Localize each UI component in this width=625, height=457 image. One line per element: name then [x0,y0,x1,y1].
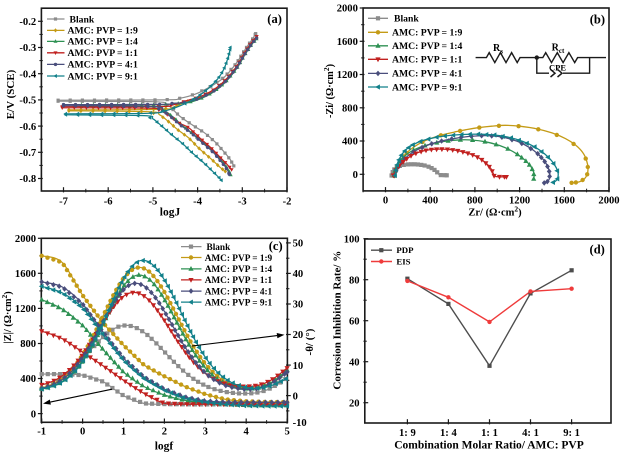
svg-text:Zr/ (Ω·cm2): Zr/ (Ω·cm2) [468,205,522,219]
svg-text:80: 80 [349,275,360,286]
svg-text:Blank: Blank [394,14,419,25]
svg-text:E/V (SCE): E/V (SCE) [5,69,17,119]
svg-text:50: 50 [293,239,304,250]
svg-text:0: 0 [353,170,358,181]
svg-text:AMC: PVP = 1:4: AMC: PVP = 1:4 [392,41,463,52]
svg-text:1: 9: 1: 9 [399,428,416,439]
svg-text:4: 1: 4: 1 [522,428,539,439]
svg-text:CPE: CPE [549,62,566,72]
svg-text:(d): (d) [590,242,605,256]
svg-text:(b): (b) [590,13,605,27]
svg-text:-0.2: -0.2 [19,17,36,28]
svg-text:AMC: PVP = 9:1: AMC: PVP = 9:1 [205,298,273,308]
svg-text:0: 0 [31,409,36,420]
svg-text:2000: 2000 [337,4,358,15]
svg-text:100: 100 [344,234,360,245]
svg-text:AMC: PVP = 1:9: AMC: PVP = 1:9 [205,254,273,264]
svg-text:logf: logf [155,441,174,453]
svg-text:AMC: PVP = 4:1: AMC: PVP = 4:1 [205,287,273,297]
svg-text:9: 1: 9: 1 [563,428,580,439]
svg-text:-0.5: -0.5 [19,96,36,107]
svg-text:AMC: PVP = 1:9: AMC: PVP = 1:9 [68,26,139,37]
svg-text:2: 2 [162,427,167,438]
svg-text:1600: 1600 [15,269,36,280]
svg-text:0: 0 [383,196,388,207]
svg-text:5: 5 [284,427,289,438]
svg-text:AMC: PVP = 9:1: AMC: PVP = 9:1 [68,71,139,82]
svg-text:1: 4: 1: 4 [440,428,457,439]
svg-text:40: 40 [293,269,304,280]
svg-text:2000: 2000 [15,234,36,245]
svg-text:EIS: EIS [396,257,410,267]
svg-text:-2: -2 [283,197,292,208]
svg-text:Rs: Rs [493,43,503,56]
svg-text:400: 400 [20,374,36,385]
svg-text:AMC: PVP = 1:4: AMC: PVP = 1:4 [205,265,273,275]
svg-text:40: 40 [349,357,360,368]
svg-text:400: 400 [342,137,358,148]
svg-text:AMC: PVP = 9:1: AMC: PVP = 9:1 [392,82,463,93]
svg-text:AMC: PVP = 1:1: AMC: PVP = 1:1 [205,276,273,286]
svg-text:1200: 1200 [337,70,358,81]
svg-text:Combination Molar Ratio/ AMC:: Combination Molar Ratio/ AMC: PVP [394,440,584,452]
svg-text:-0.3: -0.3 [19,43,36,54]
svg-text:|Z|/ (Ω·cm2): |Z|/ (Ω·cm2) [0,291,14,343]
svg-text:1600: 1600 [554,196,575,207]
svg-text:10: 10 [293,361,304,372]
svg-text:4: 4 [244,427,250,438]
svg-text:(c): (c) [269,239,283,253]
svg-text:400: 400 [422,196,438,207]
svg-text:-0.6: -0.6 [19,122,36,133]
svg-text:60: 60 [349,316,360,327]
svg-text:-5: -5 [148,197,157,208]
svg-text:1: 1: 1: 1 [481,428,498,439]
svg-text:0: 0 [80,427,85,438]
svg-text:AMC: PVP = 4:1: AMC: PVP = 4:1 [68,60,139,71]
svg-text:800: 800 [342,104,358,115]
svg-text:-0.4: -0.4 [19,69,36,80]
svg-text:1600: 1600 [337,37,358,48]
svg-text:1200: 1200 [15,304,36,315]
svg-text:AMC: PVP = 1:1: AMC: PVP = 1:1 [392,55,463,66]
svg-text:20: 20 [293,330,304,341]
svg-text:800: 800 [20,339,36,350]
svg-text:0: 0 [293,391,298,402]
svg-text:AMC: PVP = 1:4: AMC: PVP = 1:4 [68,37,139,48]
svg-text:AMC: PVP = 1:1: AMC: PVP = 1:1 [68,48,139,59]
svg-text:logJ: logJ [160,207,181,219]
svg-text:-θ/ (°): -θ/ (°) [304,328,316,355]
svg-text:-0.7: -0.7 [19,148,36,159]
svg-text:20: 20 [349,398,360,409]
svg-text:-6: -6 [104,197,113,208]
svg-text:3: 3 [203,427,208,438]
svg-text:Blank: Blank [70,14,95,25]
svg-text:Corrosion Inhibition Rate/ %: Corrosion Inhibition Rate/ % [332,251,344,390]
svg-text:-Zi/ (Ω·cm2): -Zi/ (Ω·cm2) [322,64,336,118]
svg-text:-10: -10 [293,418,307,429]
svg-text:AMC: PVP = 1:9: AMC: PVP = 1:9 [392,28,463,39]
svg-text:1200: 1200 [509,196,530,207]
svg-text:-0.8: -0.8 [19,174,36,185]
svg-text:30: 30 [293,300,304,311]
svg-text:PDP: PDP [396,245,414,255]
svg-text:AMC: PVP = 4:1: AMC: PVP = 4:1 [392,69,463,80]
svg-text:1: 1 [121,427,126,438]
svg-text:800: 800 [467,196,483,207]
svg-text:-1: -1 [37,427,46,438]
svg-text:(a): (a) [267,12,282,26]
svg-text:2000: 2000 [598,196,619,207]
svg-text:-4: -4 [193,197,203,208]
svg-text:-3: -3 [238,197,247,208]
svg-text:Blank: Blank [207,243,232,253]
svg-text:-7: -7 [59,197,69,208]
